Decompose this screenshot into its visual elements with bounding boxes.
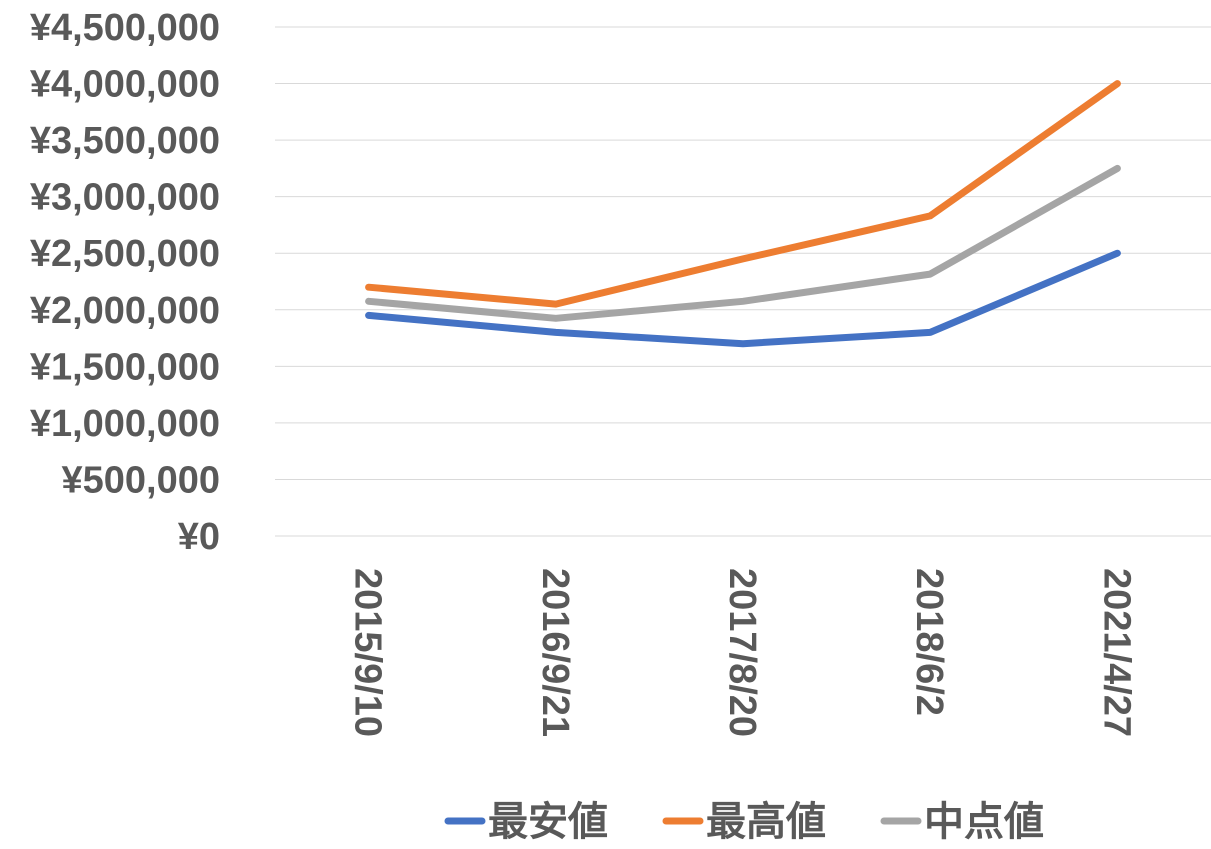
series-line bbox=[365, 164, 1121, 322]
x-tick-label: 2017/8/20 bbox=[721, 568, 763, 737]
legend-label: 最高値 bbox=[706, 799, 826, 845]
y-tick-label: ¥500,000 bbox=[62, 459, 221, 501]
legend-item: 最安値 bbox=[444, 799, 608, 845]
y-tick-label: ¥1,000,000 bbox=[30, 403, 220, 445]
legend: 最安値 最高値 中点値 bbox=[444, 799, 1044, 845]
legend-label: 中点値 bbox=[924, 799, 1044, 845]
y-tick-label: ¥3,000,000 bbox=[30, 177, 220, 219]
series-line bbox=[365, 80, 1121, 308]
x-tick-label: 2015/9/10 bbox=[347, 568, 389, 737]
y-tick-label: ¥1,500,000 bbox=[30, 346, 220, 388]
legend-item: 最高値 bbox=[662, 799, 826, 845]
legend-item: 中点値 bbox=[880, 799, 1044, 845]
y-tick-label: ¥2,000,000 bbox=[30, 290, 220, 332]
y-tick-label: ¥0 bbox=[178, 516, 220, 558]
series-line bbox=[365, 249, 1121, 348]
x-tick-label: 2016/9/21 bbox=[534, 568, 576, 737]
x-axis-tick-labels: 2015/9/10 2016/9/21 2017/8/20 2018/6/2 2021/… bbox=[347, 568, 1138, 737]
y-tick-label: ¥4,000,000 bbox=[30, 64, 220, 106]
y-tick-label: ¥3,500,000 bbox=[30, 120, 220, 162]
y-axis-tick-labels: ¥0 ¥500,000 ¥1,000,000 ¥1,500,000 ¥2,000,000… bbox=[30, 7, 220, 558]
series-lines bbox=[365, 80, 1121, 348]
y-tick-label: ¥4,500,000 bbox=[30, 7, 220, 49]
x-tick-label: 2021/4/27 bbox=[1095, 568, 1137, 737]
x-tick-label: 2018/6/2 bbox=[908, 568, 950, 716]
legend-label: 最安値 bbox=[488, 799, 608, 845]
y-tick-label: ¥2,500,000 bbox=[30, 233, 220, 275]
gridlines bbox=[275, 26, 1211, 537]
